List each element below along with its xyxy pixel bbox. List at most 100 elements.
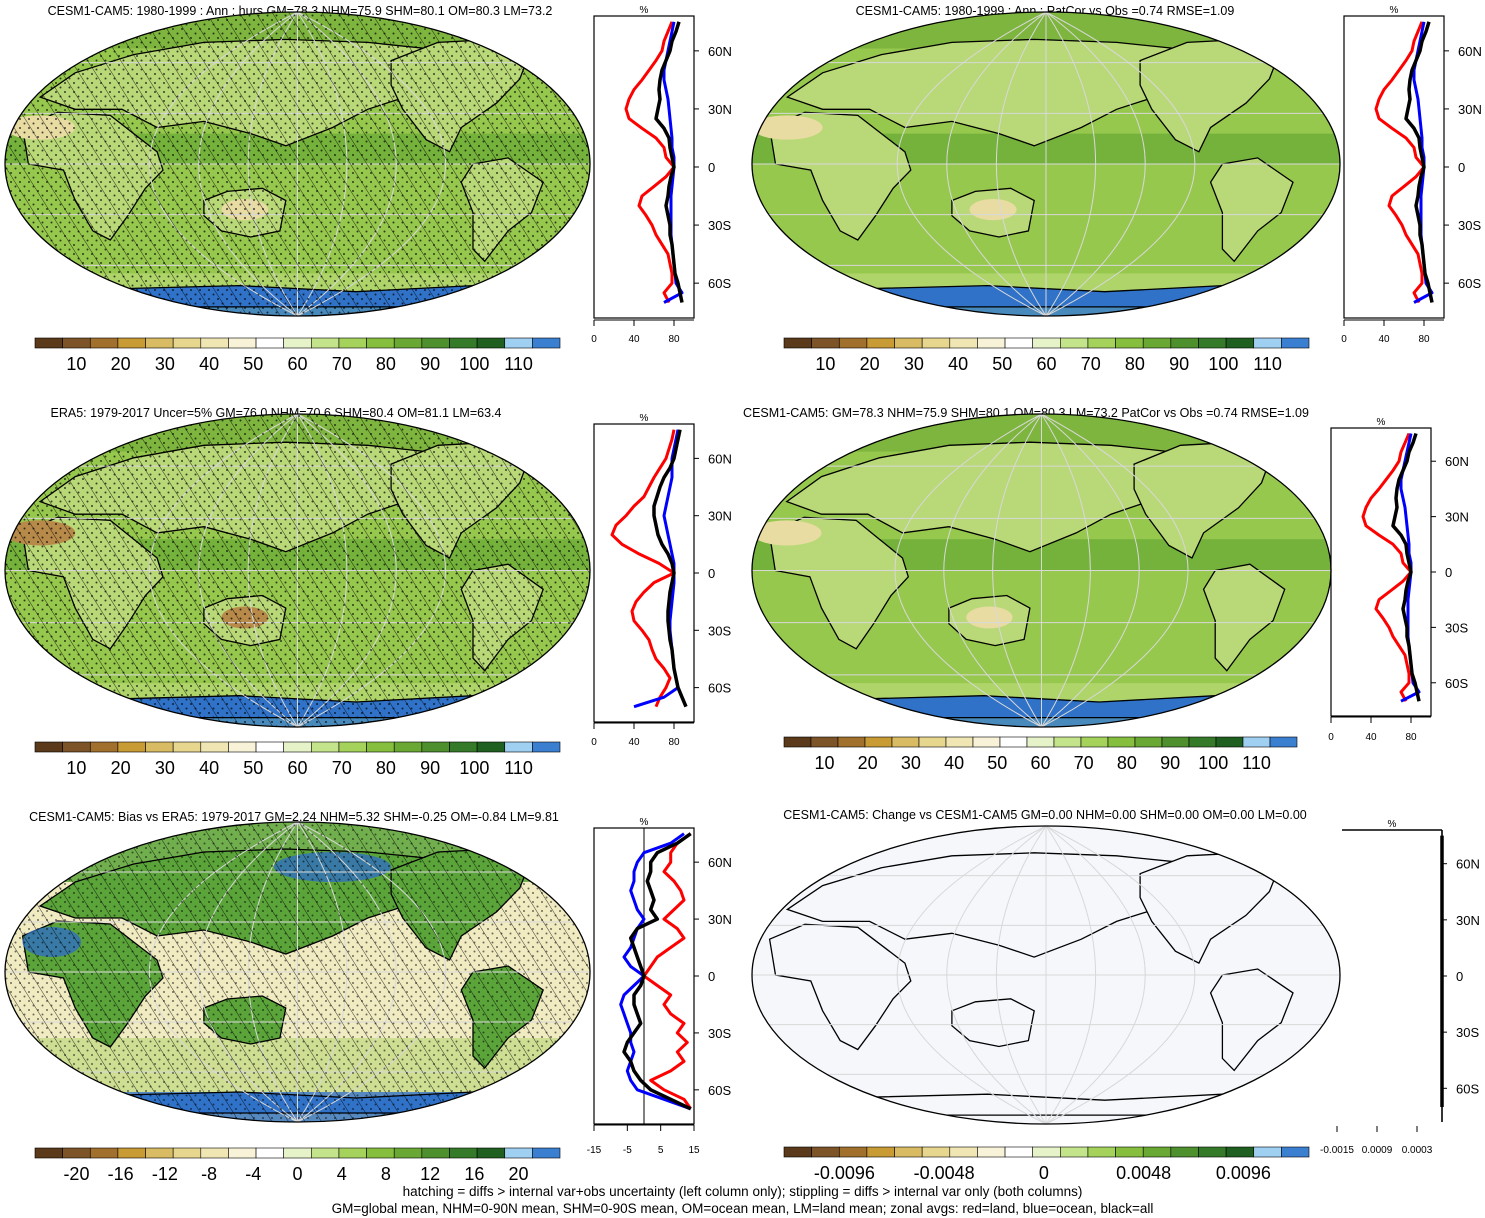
colorbar-tick-label: -12	[152, 1164, 178, 1184]
colorbar-swatch	[476, 337, 506, 349]
zonal-x-tick-label: 80	[668, 334, 680, 345]
colorbar-swatch	[783, 1146, 812, 1158]
zonal-x-tick-label: 80	[668, 737, 680, 748]
colorbar-swatch	[366, 337, 395, 349]
zonal-series-land	[1374, 21, 1426, 304]
colorbar-tick-label: 8	[381, 1164, 391, 1184]
map-field	[5, 12, 590, 316]
colorbar-swatch	[172, 741, 202, 753]
colorbar-swatch	[864, 736, 893, 748]
lat-tick-label: 30S	[708, 218, 731, 233]
zonal-series-all	[652, 429, 688, 708]
colorbar-tick-label: 100	[459, 758, 489, 778]
map-field	[752, 414, 1331, 727]
colorbar-swatch	[449, 741, 478, 753]
colorbar-swatch	[945, 736, 974, 748]
zonal-series-land	[642, 832, 692, 1110]
zonal-x-tick-label: -15	[587, 1145, 602, 1156]
colorbar-swatch	[145, 741, 174, 753]
colorbar-swatch	[449, 1147, 478, 1159]
zonal-series-all	[622, 832, 692, 1111]
continent-greenland	[1221, 17, 1271, 44]
zonal-x-tick-label: 40	[628, 334, 640, 345]
zonal-series-all	[654, 21, 684, 303]
lat-tick-label: 30S	[1458, 218, 1481, 233]
colorbar-tick-label: 70	[1074, 753, 1094, 773]
colorbar-swatch	[811, 337, 840, 349]
colorbar-swatch	[200, 337, 229, 349]
colorbar-swatch	[228, 1147, 257, 1159]
lat-tick-label: 30N	[1445, 510, 1469, 525]
colorbar-tick-label: -20	[63, 1164, 89, 1184]
colorbar-swatch	[1004, 1146, 1033, 1158]
panel-5: CESM1-CAM5: Bias vs ERA5: 1979-2017 GM=2…	[4, 810, 732, 1184]
colorbar-tick-label: 20	[111, 758, 131, 778]
lat-tick-label: 0	[708, 969, 715, 984]
continent-greenland	[472, 419, 521, 447]
colorbar-swatch	[1198, 1146, 1227, 1158]
colorbar-tick-label: 50	[243, 758, 263, 778]
graticule-meridian	[1045, 12, 1096, 316]
colorbar-swatch	[62, 741, 91, 753]
colorbar-swatch	[476, 741, 506, 753]
colorbar-tick-label: 90	[1160, 753, 1180, 773]
colorbar-swatch	[1080, 736, 1109, 748]
graticule-meridian	[1045, 826, 1146, 1124]
colorbar-tick-label: 60	[1030, 753, 1050, 773]
colorbar-swatch	[1161, 736, 1190, 748]
footer-line-1: hatching = diffs > internal var+obs unce…	[402, 1184, 1083, 1199]
colorbar-swatch	[283, 741, 312, 753]
map-outline	[751, 825, 1341, 1125]
colorbar-swatch	[89, 337, 119, 349]
lat-tick-label: 30S	[1456, 1025, 1479, 1040]
map-outline	[4, 821, 591, 1123]
graticule-meridian	[1041, 414, 1091, 727]
colorbar-swatch	[255, 1147, 284, 1159]
zonal-series-land	[1361, 432, 1413, 702]
lat-tick-label: 30N	[1456, 913, 1480, 928]
colorbar-tick-label: 110	[504, 758, 533, 778]
lat-tick-label: 60S	[1458, 276, 1481, 291]
colorbar-swatch	[283, 1147, 312, 1159]
colorbar-swatch	[1032, 337, 1061, 349]
lat-tick-label: 60N	[1445, 454, 1469, 469]
panel-2: CESM1-CAM5: 1980-1999 : Ann : PatCor vs …	[751, 4, 1482, 374]
colorbar-swatch	[172, 1147, 202, 1159]
colorbar-swatch	[1253, 337, 1282, 349]
colorbar-swatch	[117, 741, 146, 753]
colorbar-tick-label: 10	[66, 354, 86, 374]
colorbar-tick-label: 80	[376, 354, 396, 374]
graticule-meridian	[1045, 826, 1196, 1124]
colorbar-swatch	[532, 741, 561, 753]
colorbar-tick-label: -16	[108, 1164, 134, 1184]
zonal-frame	[593, 423, 695, 723]
colorbar-swatch	[283, 337, 312, 349]
colorbar-swatch	[1253, 1146, 1282, 1158]
colorbar-swatch	[34, 741, 63, 753]
colorbar-swatch	[1242, 736, 1271, 748]
colorbar-swatch	[1134, 736, 1163, 748]
colorbar-swatch	[504, 1147, 533, 1159]
colorbar-swatch	[1225, 337, 1255, 349]
colorbar-swatch	[393, 337, 423, 349]
colorbar-swatch	[1053, 736, 1082, 748]
zonal-mean-plot: % 60N 30N 0 30S 60S 0 40 80	[1341, 5, 1482, 345]
colorbar-swatch	[810, 736, 839, 748]
colorbar-swatch	[1107, 736, 1136, 748]
colorbar-swatch	[393, 1147, 423, 1159]
colorbar-swatch	[311, 741, 340, 753]
zonal-x-tick-label: 80	[1405, 732, 1417, 743]
zonal-unit-label: %	[1390, 5, 1399, 16]
colorbar-swatch	[1060, 1146, 1089, 1158]
lat-tick-label: 60N	[1458, 44, 1482, 59]
colorbar-swatch	[999, 736, 1028, 748]
colorbar-tick-label: 110	[1242, 753, 1271, 773]
zonal-x-tick-label: 5	[658, 1145, 664, 1156]
colorbar-tick-label: 30	[904, 354, 924, 374]
colorbar-swatch	[117, 337, 146, 349]
colorbar-swatch	[476, 1147, 506, 1159]
lat-tick-label: 60S	[708, 276, 731, 291]
zonal-x-tick-label: 0	[1328, 732, 1334, 743]
desert-australia	[969, 198, 1017, 221]
colorbar-tick-label: 60	[1036, 354, 1056, 374]
